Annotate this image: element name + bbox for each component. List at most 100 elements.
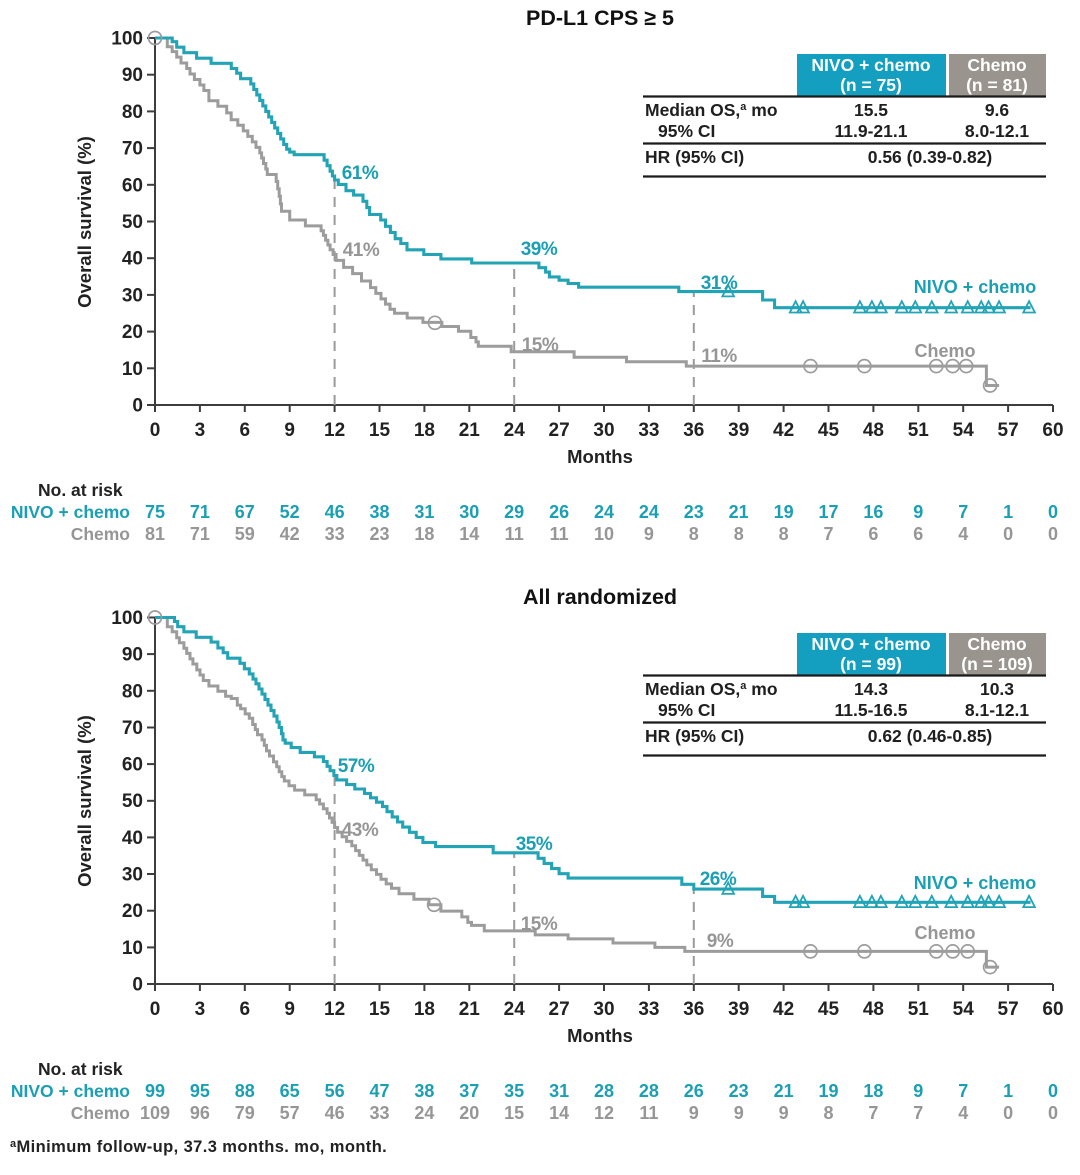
svg-text:42: 42	[773, 420, 794, 441]
svg-text:0: 0	[1003, 1103, 1013, 1123]
svg-text:47: 47	[369, 1081, 389, 1101]
svg-text:48: 48	[863, 420, 884, 441]
svg-text:9: 9	[689, 1103, 699, 1123]
svg-text:45: 45	[818, 420, 840, 441]
svg-text:No. at risk: No. at risk	[38, 1059, 123, 1079]
svg-text:42: 42	[773, 999, 794, 1020]
svg-text:Overall survival (%): Overall survival (%)	[74, 715, 95, 887]
svg-text:Chemo: Chemo	[914, 923, 975, 943]
svg-text:0: 0	[1048, 1103, 1058, 1123]
svg-text:10.3: 10.3	[980, 679, 1014, 699]
svg-text:7: 7	[868, 1103, 878, 1123]
svg-text:24: 24	[504, 420, 526, 441]
svg-text:(n = 99): (n = 99)	[840, 654, 902, 674]
svg-text:45: 45	[818, 999, 840, 1020]
svg-text:61%: 61%	[342, 163, 379, 184]
svg-text:60: 60	[122, 755, 143, 776]
svg-text:7: 7	[958, 502, 968, 522]
svg-text:14: 14	[549, 1103, 569, 1123]
svg-text:51: 51	[908, 999, 930, 1020]
svg-text:Median OS,a mo: Median OS,a mo	[645, 679, 778, 699]
svg-text:96: 96	[190, 1103, 210, 1123]
svg-text:38: 38	[369, 502, 389, 522]
svg-text:95% CI: 95% CI	[658, 121, 715, 141]
svg-text:11: 11	[550, 524, 569, 544]
svg-text:18: 18	[414, 999, 435, 1020]
svg-text:11.9-21.1: 11.9-21.1	[835, 121, 908, 141]
svg-text:20: 20	[459, 1103, 479, 1123]
svg-text:19: 19	[818, 1081, 838, 1101]
svg-text:31%: 31%	[701, 273, 738, 294]
svg-text:7: 7	[958, 1081, 968, 1101]
svg-text:67: 67	[235, 502, 255, 522]
svg-text:4: 4	[958, 524, 968, 544]
svg-text:57: 57	[998, 999, 1019, 1020]
svg-text:39%: 39%	[521, 239, 558, 260]
svg-text:57%: 57%	[338, 756, 375, 777]
svg-text:4: 4	[958, 1103, 968, 1123]
svg-text:9%: 9%	[707, 931, 734, 952]
svg-text:33: 33	[638, 999, 659, 1020]
svg-text:6: 6	[868, 524, 878, 544]
svg-text:21: 21	[459, 999, 481, 1020]
svg-text:8: 8	[734, 524, 744, 544]
svg-text:70: 70	[122, 718, 143, 739]
svg-text:75: 75	[145, 502, 165, 522]
svg-text:71: 71	[190, 524, 210, 544]
svg-text:No. at risk: No. at risk	[38, 480, 123, 500]
svg-text:30: 30	[122, 865, 143, 886]
svg-text:14: 14	[459, 524, 479, 544]
svg-text:9: 9	[284, 999, 295, 1020]
svg-text:26: 26	[549, 502, 569, 522]
svg-text:60: 60	[1042, 420, 1063, 441]
svg-text:15: 15	[369, 420, 391, 441]
svg-text:0: 0	[1003, 524, 1013, 544]
svg-text:9: 9	[644, 524, 654, 544]
svg-text:95: 95	[190, 1081, 210, 1101]
svg-text:6: 6	[240, 420, 251, 441]
svg-text:NIVO + chemo: NIVO + chemo	[811, 55, 930, 75]
svg-text:8: 8	[689, 524, 699, 544]
svg-text:Chemo: Chemo	[71, 1103, 130, 1123]
svg-text:35%: 35%	[516, 834, 553, 855]
svg-text:95% CI: 95% CI	[658, 700, 715, 720]
svg-text:10: 10	[594, 524, 614, 544]
svg-text:27: 27	[549, 420, 570, 441]
svg-text:(n = 109): (n = 109)	[961, 654, 1033, 674]
svg-text:3: 3	[195, 420, 206, 441]
svg-text:Chemo: Chemo	[914, 341, 975, 361]
svg-text:8.1-12.1: 8.1-12.1	[965, 700, 1029, 720]
svg-text:12: 12	[324, 420, 345, 441]
svg-text:24: 24	[414, 1103, 434, 1123]
svg-text:35: 35	[504, 1081, 524, 1101]
svg-text:90: 90	[122, 65, 143, 86]
svg-text:15: 15	[504, 1103, 524, 1123]
svg-text:19: 19	[774, 502, 794, 522]
svg-text:9: 9	[734, 1103, 744, 1123]
svg-text:10: 10	[122, 938, 143, 959]
svg-text:9.6: 9.6	[985, 100, 1010, 120]
svg-text:7: 7	[913, 1103, 923, 1123]
svg-text:48: 48	[863, 999, 884, 1020]
svg-text:29: 29	[504, 502, 524, 522]
svg-text:Months: Months	[567, 1025, 633, 1046]
svg-text:aMinimum follow-up, 37.3 month: aMinimum follow-up, 37.3 months. mo, mon…	[10, 1138, 387, 1156]
svg-text:0: 0	[132, 975, 143, 996]
svg-text:11%: 11%	[701, 346, 737, 367]
svg-text:12: 12	[324, 999, 345, 1020]
svg-text:60: 60	[122, 175, 143, 196]
svg-text:Chemo: Chemo	[967, 55, 1026, 75]
svg-text:14.3: 14.3	[854, 679, 888, 699]
svg-text:(n = 75): (n = 75)	[840, 75, 902, 95]
svg-text:30: 30	[122, 285, 143, 306]
svg-text:24: 24	[594, 502, 614, 522]
svg-text:33: 33	[638, 420, 659, 441]
svg-text:79: 79	[235, 1103, 255, 1123]
svg-text:24: 24	[639, 502, 659, 522]
svg-text:6: 6	[240, 999, 251, 1020]
svg-text:21: 21	[729, 502, 749, 522]
svg-text:1: 1	[1003, 1081, 1013, 1101]
svg-text:36: 36	[683, 999, 704, 1020]
svg-text:27: 27	[549, 999, 570, 1020]
svg-text:11.5-16.5: 11.5-16.5	[835, 700, 908, 720]
